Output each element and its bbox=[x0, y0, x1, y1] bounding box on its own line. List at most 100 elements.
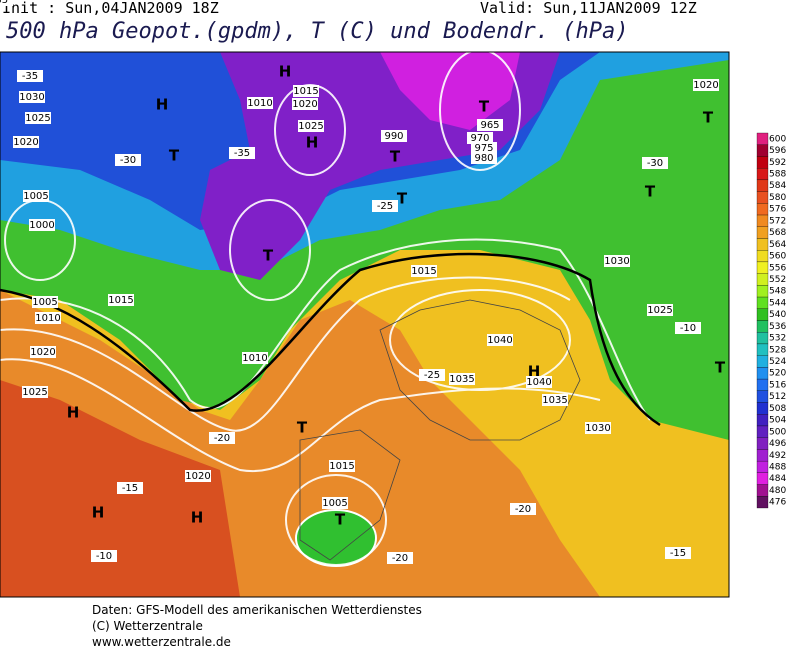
colorbar-label: 496 bbox=[769, 439, 786, 449]
label-box bbox=[293, 85, 319, 97]
isoline-label: 1030 bbox=[604, 256, 629, 267]
label-box bbox=[647, 304, 673, 316]
label-box bbox=[117, 482, 143, 494]
pressure-center: T bbox=[335, 511, 346, 529]
isoline-label: 1030 bbox=[19, 92, 44, 103]
colorbar-label: 552 bbox=[769, 275, 786, 285]
pressure-center: H bbox=[279, 63, 292, 81]
isoline-label: -25 bbox=[377, 201, 393, 212]
colorbar-label: 592 bbox=[769, 158, 786, 168]
isoline-label: 965 bbox=[480, 120, 499, 131]
label-box bbox=[526, 376, 552, 388]
colorbar-label: 536 bbox=[769, 322, 786, 332]
isoline-label: 1025 bbox=[647, 305, 672, 316]
color-swatch bbox=[756, 343, 769, 356]
isoline-label: -25 bbox=[424, 370, 440, 381]
map-title: 500 hPa Geopot.(gpdm), T (C) und Bodendr… bbox=[6, 19, 629, 44]
label-box bbox=[25, 112, 51, 124]
pressure-center: H bbox=[156, 96, 169, 114]
label-box bbox=[477, 119, 503, 131]
isoline-label: 1020 bbox=[185, 471, 210, 482]
color-swatch bbox=[756, 191, 769, 204]
colorbar-label: 568 bbox=[769, 228, 786, 238]
isoline-label: 1010 bbox=[247, 98, 272, 109]
colorbar-label: 588 bbox=[769, 170, 786, 180]
color-swatch bbox=[756, 378, 769, 391]
footer-url: www.wetterzentrale.de bbox=[92, 635, 231, 648]
colorbar-label: 572 bbox=[769, 216, 786, 226]
colorbar-label: 564 bbox=[769, 240, 786, 250]
colorbar-label: 560 bbox=[769, 252, 786, 262]
label-box bbox=[35, 312, 61, 324]
isoline-label: 1005 bbox=[322, 498, 347, 509]
isoline-label: 1020 bbox=[30, 347, 55, 358]
pressure-center: T bbox=[169, 147, 180, 165]
label-box bbox=[387, 552, 413, 564]
label-box bbox=[675, 322, 701, 334]
colorbar-label: 580 bbox=[769, 193, 786, 203]
label-box bbox=[381, 130, 407, 142]
color-swatch bbox=[756, 132, 769, 145]
colorbar-label: 512 bbox=[769, 392, 786, 402]
color-swatch bbox=[756, 308, 769, 321]
label-box bbox=[108, 294, 134, 306]
isoline-label: -20 bbox=[515, 504, 531, 515]
colorbar-label: 584 bbox=[769, 181, 786, 191]
pressure-center: T bbox=[715, 359, 726, 377]
colorbar-label: 600 bbox=[769, 134, 786, 144]
color-swatch bbox=[756, 484, 769, 497]
label-box bbox=[17, 70, 43, 82]
colorbar-label: 480 bbox=[769, 486, 786, 496]
color-swatch bbox=[756, 367, 769, 380]
isoline-label: 1025 bbox=[25, 113, 50, 124]
pressure-center: H bbox=[92, 504, 105, 522]
isoline-label: 1000 bbox=[29, 220, 54, 231]
color-swatch bbox=[756, 414, 769, 427]
isoline-label: 970 bbox=[470, 133, 489, 144]
pressure-center: T bbox=[297, 419, 308, 437]
label-box bbox=[115, 154, 141, 166]
colorbar-label: 492 bbox=[769, 451, 786, 461]
isoline-label: 1015 bbox=[293, 86, 318, 97]
color-swatch bbox=[756, 332, 769, 345]
isoline-label: -30 bbox=[647, 158, 663, 169]
isoline-label: 1025 bbox=[298, 121, 323, 132]
color-swatch bbox=[756, 250, 769, 263]
label-box bbox=[329, 460, 355, 472]
isoline-label: -10 bbox=[680, 323, 696, 334]
color-swatch bbox=[756, 168, 769, 181]
color-swatch bbox=[756, 273, 769, 286]
isoline-label: 1030 bbox=[585, 423, 610, 434]
color-swatch bbox=[756, 425, 769, 438]
colorbar-label: 548 bbox=[769, 287, 786, 297]
footer-source: Daten: GFS-Modell des amerikanischen Wet… bbox=[92, 603, 422, 617]
label-box bbox=[247, 97, 273, 109]
label-box bbox=[411, 265, 437, 277]
isoline-label: 1005 bbox=[32, 297, 57, 308]
color-swatch bbox=[756, 179, 769, 192]
footer-copyright: (C) Wetterzentrale bbox=[92, 619, 203, 633]
label-box bbox=[604, 255, 630, 267]
colorbar-label: 556 bbox=[769, 263, 786, 273]
color-swatch bbox=[756, 285, 769, 298]
isoline-label: 1010 bbox=[242, 353, 267, 364]
isoline-label: 980 bbox=[474, 153, 493, 164]
label-box bbox=[419, 369, 445, 381]
color-swatch bbox=[756, 156, 769, 169]
colorbar-label: 484 bbox=[769, 474, 786, 484]
pressure-center: T bbox=[645, 183, 656, 201]
color-swatch bbox=[756, 496, 769, 509]
label-box bbox=[29, 219, 55, 231]
pressure-center: H bbox=[306, 134, 319, 152]
label-box bbox=[322, 497, 348, 509]
label-box bbox=[510, 503, 536, 515]
colorbar: 6005965925885845805765725685645605565525… bbox=[756, 132, 786, 509]
isoline-label: 1005 bbox=[23, 191, 48, 202]
pressure-center: T bbox=[263, 247, 274, 265]
colorbar-label: 596 bbox=[769, 146, 786, 156]
isoline-label: 1015 bbox=[108, 295, 133, 306]
label-box bbox=[242, 352, 268, 364]
isoline-label: 1015 bbox=[329, 461, 354, 472]
isoline-label: 990 bbox=[384, 131, 403, 142]
